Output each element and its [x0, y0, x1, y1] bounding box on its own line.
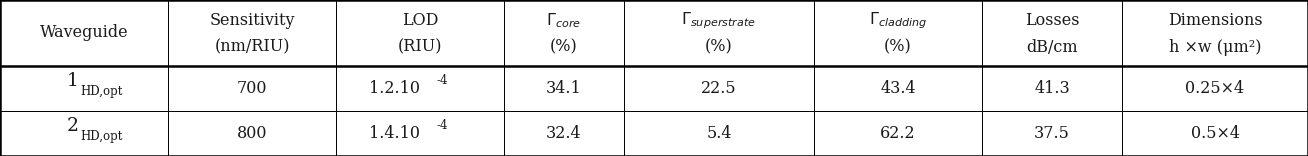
Text: h ×w (μm²): h ×w (μm²) [1169, 39, 1261, 56]
Text: Losses: Losses [1024, 12, 1079, 29]
Bar [982, 66, 1122, 111]
Text: 32.4: 32.4 [547, 125, 582, 142]
Text: (nm/RIU): (nm/RIU) [215, 39, 290, 56]
Text: Sensitivity: Sensitivity [209, 12, 294, 29]
Text: (RIU): (RIU) [398, 39, 442, 56]
Bar [167, 111, 336, 156]
Text: 37.5: 37.5 [1035, 125, 1070, 142]
Text: dB/cm: dB/cm [1027, 39, 1078, 56]
Bar [336, 66, 504, 111]
Bar [1122, 111, 1308, 156]
Bar [1122, 0, 1308, 66]
Text: 5.4: 5.4 [706, 125, 731, 142]
Bar [167, 66, 336, 111]
Text: 700: 700 [237, 80, 267, 97]
Bar [982, 0, 1122, 66]
Bar [814, 66, 982, 111]
Text: 0.25×4: 0.25×4 [1185, 80, 1245, 97]
Bar [0, 111, 167, 156]
Bar [504, 111, 624, 156]
Bar [0, 0, 167, 66]
Bar [504, 0, 624, 66]
Text: Waveguide: Waveguide [39, 24, 128, 41]
Bar [167, 0, 336, 66]
Text: (%): (%) [884, 39, 912, 56]
Text: 800: 800 [237, 125, 267, 142]
Text: (%): (%) [551, 39, 578, 56]
Text: 1.4.10: 1.4.10 [369, 125, 420, 142]
Text: 62.2: 62.2 [880, 125, 916, 142]
Text: Dimensions: Dimensions [1168, 12, 1262, 29]
Text: 34.1: 34.1 [547, 80, 582, 97]
Text: $\it{\Gamma}_{cladding}$: $\it{\Gamma}_{cladding}$ [869, 11, 927, 31]
Text: 41.3: 41.3 [1035, 80, 1070, 97]
Text: $\it{\Gamma}_{core}$: $\it{\Gamma}_{core}$ [547, 12, 582, 30]
Bar [504, 66, 624, 111]
Text: 0.5×4: 0.5×4 [1190, 125, 1240, 142]
Text: 43.4: 43.4 [880, 80, 916, 97]
Bar [0, 66, 167, 111]
Bar [624, 0, 814, 66]
Text: 1: 1 [67, 72, 78, 90]
Bar [336, 111, 504, 156]
Text: $\it{\Gamma}_{superstrate}$: $\it{\Gamma}_{superstrate}$ [681, 11, 756, 31]
Text: HD,opt: HD,opt [80, 85, 123, 98]
Text: (%): (%) [705, 39, 732, 56]
Bar [1122, 66, 1308, 111]
Text: HD,opt: HD,opt [80, 130, 123, 143]
Text: -4: -4 [436, 119, 447, 132]
Bar [624, 111, 814, 156]
Bar [814, 111, 982, 156]
Bar [814, 0, 982, 66]
Text: 2: 2 [67, 117, 78, 135]
Text: -4: -4 [436, 74, 447, 87]
Bar [336, 0, 504, 66]
Text: LOD: LOD [402, 12, 438, 29]
Text: 1.2.10: 1.2.10 [369, 80, 420, 97]
Bar [982, 111, 1122, 156]
Bar [624, 66, 814, 111]
Text: 22.5: 22.5 [701, 80, 736, 97]
